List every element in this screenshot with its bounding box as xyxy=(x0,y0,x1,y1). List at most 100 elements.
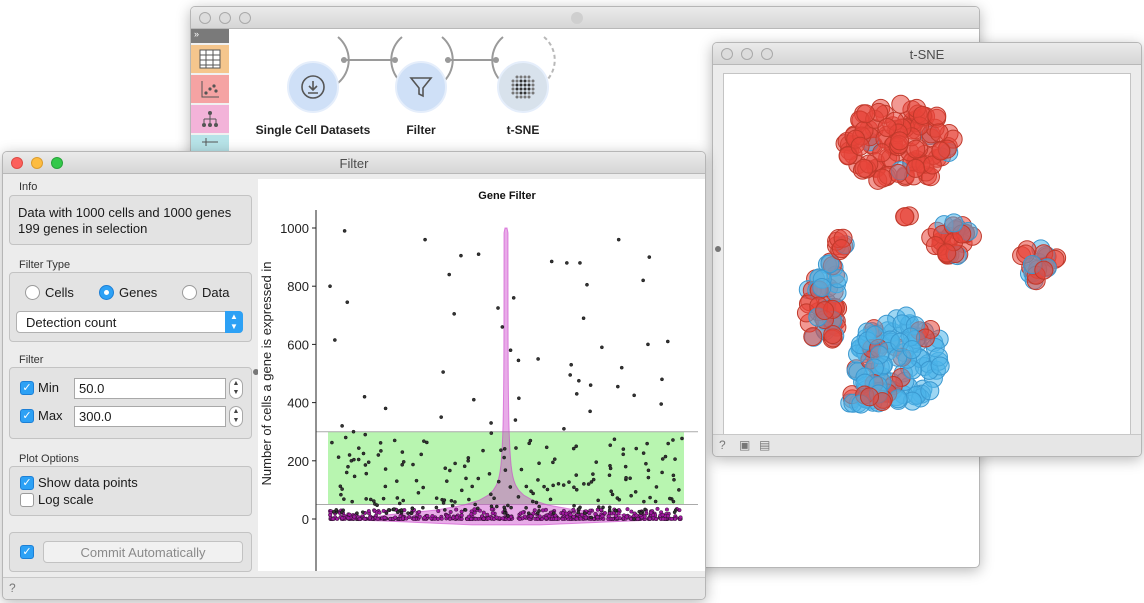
data-point xyxy=(562,426,566,431)
data-point xyxy=(629,516,634,521)
commit-button[interactable]: Commit Automatically xyxy=(43,541,243,563)
widget-tsne[interactable]: t-SNE xyxy=(463,61,583,137)
data-point xyxy=(459,513,464,518)
icon-dot xyxy=(515,87,519,91)
data-point xyxy=(588,409,592,414)
data-point xyxy=(414,478,419,483)
chevron-updown-icon[interactable]: ▲ ▼ xyxy=(225,311,243,333)
data-point xyxy=(554,516,559,521)
data-point xyxy=(665,339,670,344)
data-point xyxy=(671,499,676,504)
max-checkbox[interactable]: ✓ xyxy=(20,409,34,423)
min-checkbox[interactable]: ✓ xyxy=(20,381,34,395)
data-point xyxy=(516,495,521,499)
toolbox-collapse-icon[interactable]: » xyxy=(191,29,229,43)
data-point xyxy=(340,424,344,428)
close-button[interactable] xyxy=(199,12,211,24)
detection-count-dropdown[interactable]: Detection count ▲ ▼ xyxy=(16,311,243,333)
data-point xyxy=(331,516,336,521)
status-bar: ? ▣ ▤ xyxy=(713,434,1141,456)
data-point xyxy=(646,342,650,347)
icon-dot xyxy=(523,75,527,79)
data-point xyxy=(607,473,612,478)
data-point xyxy=(616,384,620,389)
min-stepper[interactable]: ▲ ▼ xyxy=(229,378,243,399)
splitter-handle[interactable] xyxy=(253,369,259,375)
data-point xyxy=(583,511,587,515)
splitter-handle[interactable] xyxy=(715,246,721,252)
window-title: Filter xyxy=(339,156,369,171)
radio-cells-label[interactable]: Cells xyxy=(45,285,74,300)
widget-single-cell-datasets[interactable]: Single Cell Datasets xyxy=(253,61,373,137)
data-point xyxy=(587,511,592,516)
data-point xyxy=(439,415,443,419)
radio-genes-label[interactable]: Genes xyxy=(119,285,158,300)
data-point xyxy=(668,496,672,501)
radio-data[interactable] xyxy=(182,285,197,300)
min-field[interactable]: 50.0 xyxy=(74,378,226,399)
data-point xyxy=(551,483,555,488)
icon-dot xyxy=(527,91,531,95)
filter-type-title: Filter Type xyxy=(19,259,71,271)
data-point xyxy=(569,362,573,367)
gene-filter-plot[interactable]: Gene Filter Number of cells a gene is exp… xyxy=(258,179,705,571)
save-icon[interactable]: ▣ xyxy=(739,438,751,452)
data-point xyxy=(524,506,528,510)
data-point xyxy=(386,508,391,512)
log-scale-label[interactable]: Log scale xyxy=(38,492,94,507)
radio-cells[interactable] xyxy=(25,285,40,300)
help-icon[interactable]: ? xyxy=(9,581,16,595)
show-points-checkbox[interactable]: ✓ xyxy=(20,476,34,490)
data-point xyxy=(613,508,618,513)
data-point xyxy=(503,507,507,512)
tsne-point xyxy=(812,277,832,297)
data-point xyxy=(537,504,541,509)
data-point xyxy=(417,510,422,515)
icon-dot xyxy=(531,91,535,95)
data-point xyxy=(677,488,681,492)
data-point xyxy=(632,517,636,521)
close-button[interactable] xyxy=(11,157,23,169)
auto-commit-checkbox[interactable]: ✓ xyxy=(20,545,34,559)
data-point xyxy=(411,516,416,521)
evaluate-category-icon[interactable] xyxy=(191,135,229,153)
data-point xyxy=(356,457,361,462)
icon-dot xyxy=(515,75,519,79)
radio-data-label[interactable]: Data xyxy=(202,285,230,300)
data-point xyxy=(364,471,369,476)
model-category-icon[interactable] xyxy=(191,105,229,133)
help-icon[interactable]: ? xyxy=(719,438,726,452)
y-tick-label: 200 xyxy=(287,454,309,469)
data-point xyxy=(574,444,579,449)
zoom-button[interactable] xyxy=(51,157,63,169)
radio-genes[interactable] xyxy=(99,285,114,300)
tsne-point xyxy=(865,325,885,345)
data-point xyxy=(342,497,346,501)
data-point xyxy=(492,496,496,501)
data-point xyxy=(517,516,522,521)
max-field[interactable]: 300.0 xyxy=(74,406,226,427)
data-point xyxy=(571,446,576,451)
data-point xyxy=(680,436,684,441)
data-point xyxy=(481,448,485,453)
max-stepper[interactable]: ▲ ▼ xyxy=(229,406,243,427)
widget-filter[interactable]: Filter xyxy=(361,61,481,137)
data-point xyxy=(397,501,402,506)
close-button[interactable] xyxy=(721,48,733,60)
data-category-icon[interactable] xyxy=(191,45,229,73)
show-points-label[interactable]: Show data points xyxy=(38,475,138,490)
data-point xyxy=(352,514,357,519)
data-point xyxy=(672,477,676,482)
log-scale-checkbox[interactable] xyxy=(20,493,34,507)
zoom-button[interactable] xyxy=(761,48,773,60)
tsne-plot[interactable] xyxy=(723,73,1131,451)
data-point xyxy=(500,516,505,521)
minimize-button[interactable] xyxy=(741,48,753,60)
minimize-button[interactable] xyxy=(219,12,231,24)
info-line1: Data with 1000 cells and 1000 genes xyxy=(18,205,232,220)
visualize-category-icon[interactable] xyxy=(191,75,229,103)
data-point xyxy=(678,515,683,520)
minimize-button[interactable] xyxy=(31,157,43,169)
report-icon[interactable]: ▤ xyxy=(759,438,771,452)
zoom-button[interactable] xyxy=(239,12,251,24)
